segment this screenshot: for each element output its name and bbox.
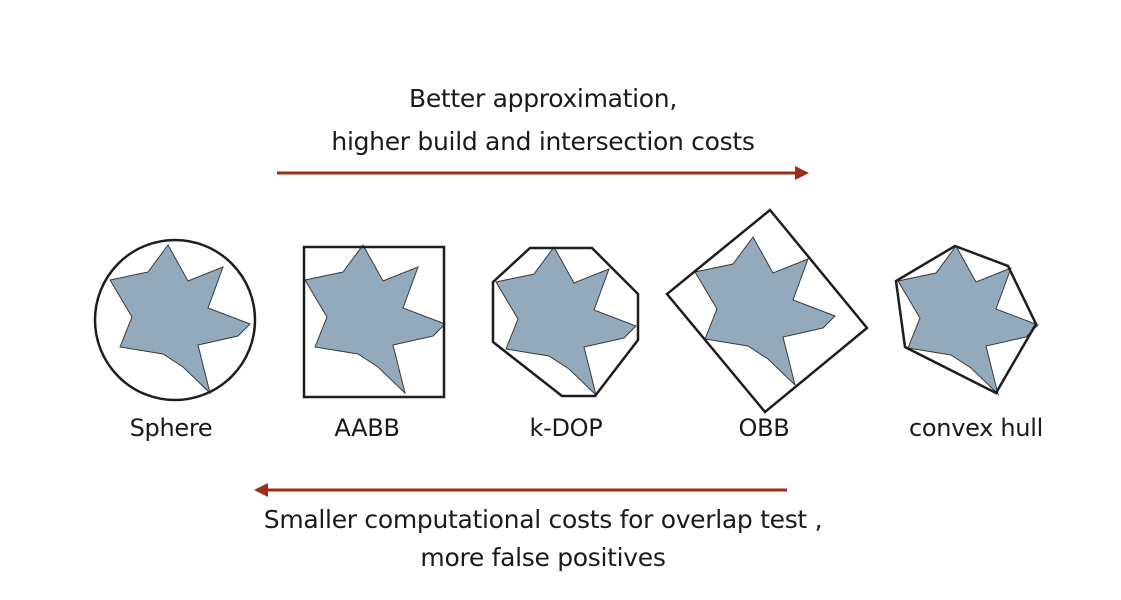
arrow-right-icon <box>277 166 809 180</box>
sphere-volume <box>93 238 257 402</box>
top-caption-line1: Better approximation, <box>408 84 677 113</box>
arrow-left-icon <box>254 483 787 497</box>
label-kdop: k-DOP <box>529 414 603 442</box>
label-obb: OBB <box>738 414 790 442</box>
top-caption-line2: higher build and intersection costs <box>331 127 755 156</box>
label-sphere: Sphere <box>129 414 213 442</box>
label-aabb: AABB <box>334 414 400 442</box>
bottom-caption-line1: Smaller computational costs for overlap … <box>263 505 823 534</box>
label-convex-hull: convex hull <box>909 414 1043 442</box>
bottom-caption-line2: more false positives <box>420 543 666 572</box>
aabb-volume <box>302 244 446 399</box>
obb-volume <box>665 208 869 414</box>
convex-hull-volume <box>894 244 1039 395</box>
kdop-volume <box>491 246 640 398</box>
